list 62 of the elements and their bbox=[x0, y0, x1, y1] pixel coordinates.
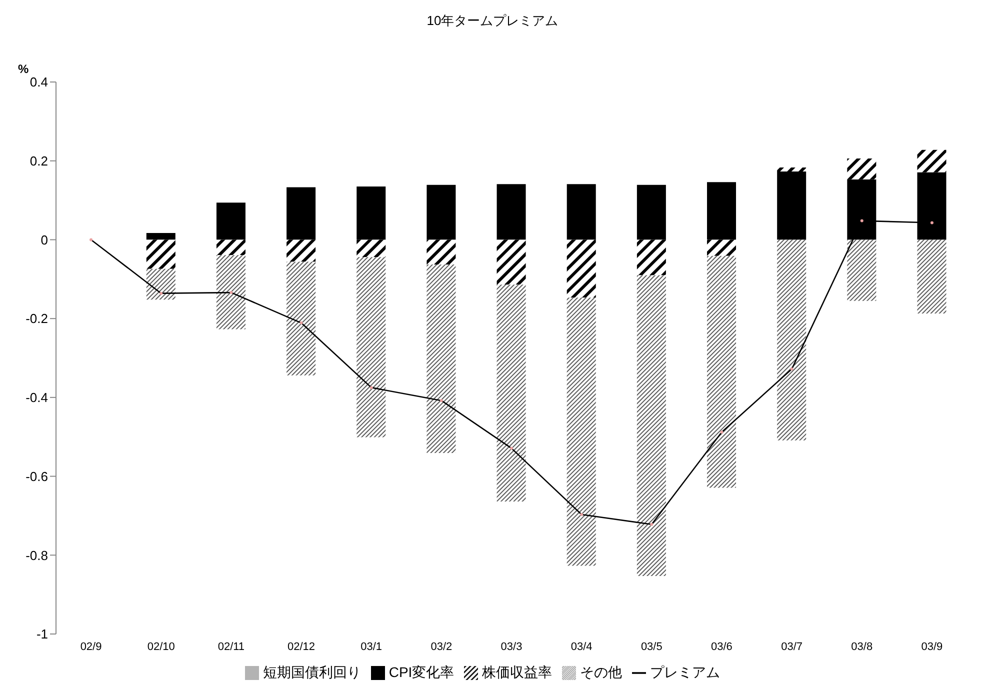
x-tick-label: 02/9 bbox=[80, 640, 102, 653]
x-tick-label: 02/10 bbox=[147, 640, 175, 653]
bar bbox=[636, 240, 666, 276]
legend-label: その他 bbox=[580, 664, 622, 680]
bar bbox=[917, 150, 946, 172]
bar bbox=[146, 240, 176, 269]
x-tick-label: 03/9 bbox=[921, 640, 943, 653]
bar bbox=[566, 184, 596, 240]
x-tick-label: 03/2 bbox=[430, 640, 452, 653]
bar bbox=[496, 240, 526, 285]
bar bbox=[286, 187, 316, 240]
bar bbox=[356, 257, 386, 438]
x-tick-label: 03/4 bbox=[570, 640, 592, 653]
bar bbox=[707, 240, 736, 256]
y-tick-label: 0.4 bbox=[30, 74, 48, 90]
y-tick-label: -0.6 bbox=[26, 468, 48, 484]
bar bbox=[777, 168, 806, 172]
y-tick-label: -0.8 bbox=[26, 548, 48, 563]
bar bbox=[917, 240, 946, 314]
bar bbox=[146, 233, 176, 240]
bar bbox=[286, 262, 316, 376]
x-tick-label: 03/6 bbox=[711, 640, 732, 653]
x-tick-label: 03/1 bbox=[360, 640, 382, 653]
bar bbox=[566, 240, 596, 298]
y-tick-label: -1 bbox=[36, 626, 48, 642]
x-tick-label: 03/5 bbox=[640, 640, 662, 653]
bar bbox=[636, 184, 666, 240]
bar bbox=[426, 184, 456, 240]
bar bbox=[216, 255, 246, 330]
bar bbox=[356, 186, 386, 240]
x-tick-label: 02/11 bbox=[218, 640, 245, 653]
x-tick-label: 03/7 bbox=[781, 640, 803, 653]
bar bbox=[496, 284, 526, 502]
legend-label: 短期国債利回り bbox=[262, 664, 361, 680]
bar bbox=[847, 158, 876, 180]
x-tick-label: 02/12 bbox=[288, 640, 316, 653]
x-tick-label: 03/3 bbox=[500, 640, 522, 653]
y-tick-label: -0.4 bbox=[26, 390, 48, 406]
bar bbox=[286, 240, 316, 262]
y-axis-title: % bbox=[18, 62, 29, 76]
legend-label: プレミアム bbox=[650, 664, 720, 680]
bar bbox=[636, 275, 666, 576]
y-tick-label: 0.2 bbox=[30, 153, 48, 168]
bar bbox=[216, 202, 246, 240]
bar bbox=[216, 240, 246, 256]
bar bbox=[426, 264, 456, 454]
bar bbox=[566, 298, 596, 566]
legend-label: 株価収益率 bbox=[482, 664, 552, 680]
legend-label: CPI変化率 bbox=[388, 664, 454, 680]
y-tick-label: 0 bbox=[40, 232, 48, 248]
bar bbox=[146, 268, 176, 300]
chart-title: 10年タームプレミアム bbox=[426, 12, 560, 30]
bar bbox=[426, 240, 456, 265]
bar bbox=[777, 240, 806, 440]
x-tick-label: 03/8 bbox=[851, 640, 873, 653]
bar bbox=[847, 240, 876, 301]
bar bbox=[496, 184, 526, 240]
bar bbox=[777, 172, 806, 240]
bar bbox=[707, 256, 736, 488]
bar bbox=[707, 182, 736, 240]
bar bbox=[356, 240, 386, 258]
y-tick-label: -0.2 bbox=[26, 311, 48, 326]
